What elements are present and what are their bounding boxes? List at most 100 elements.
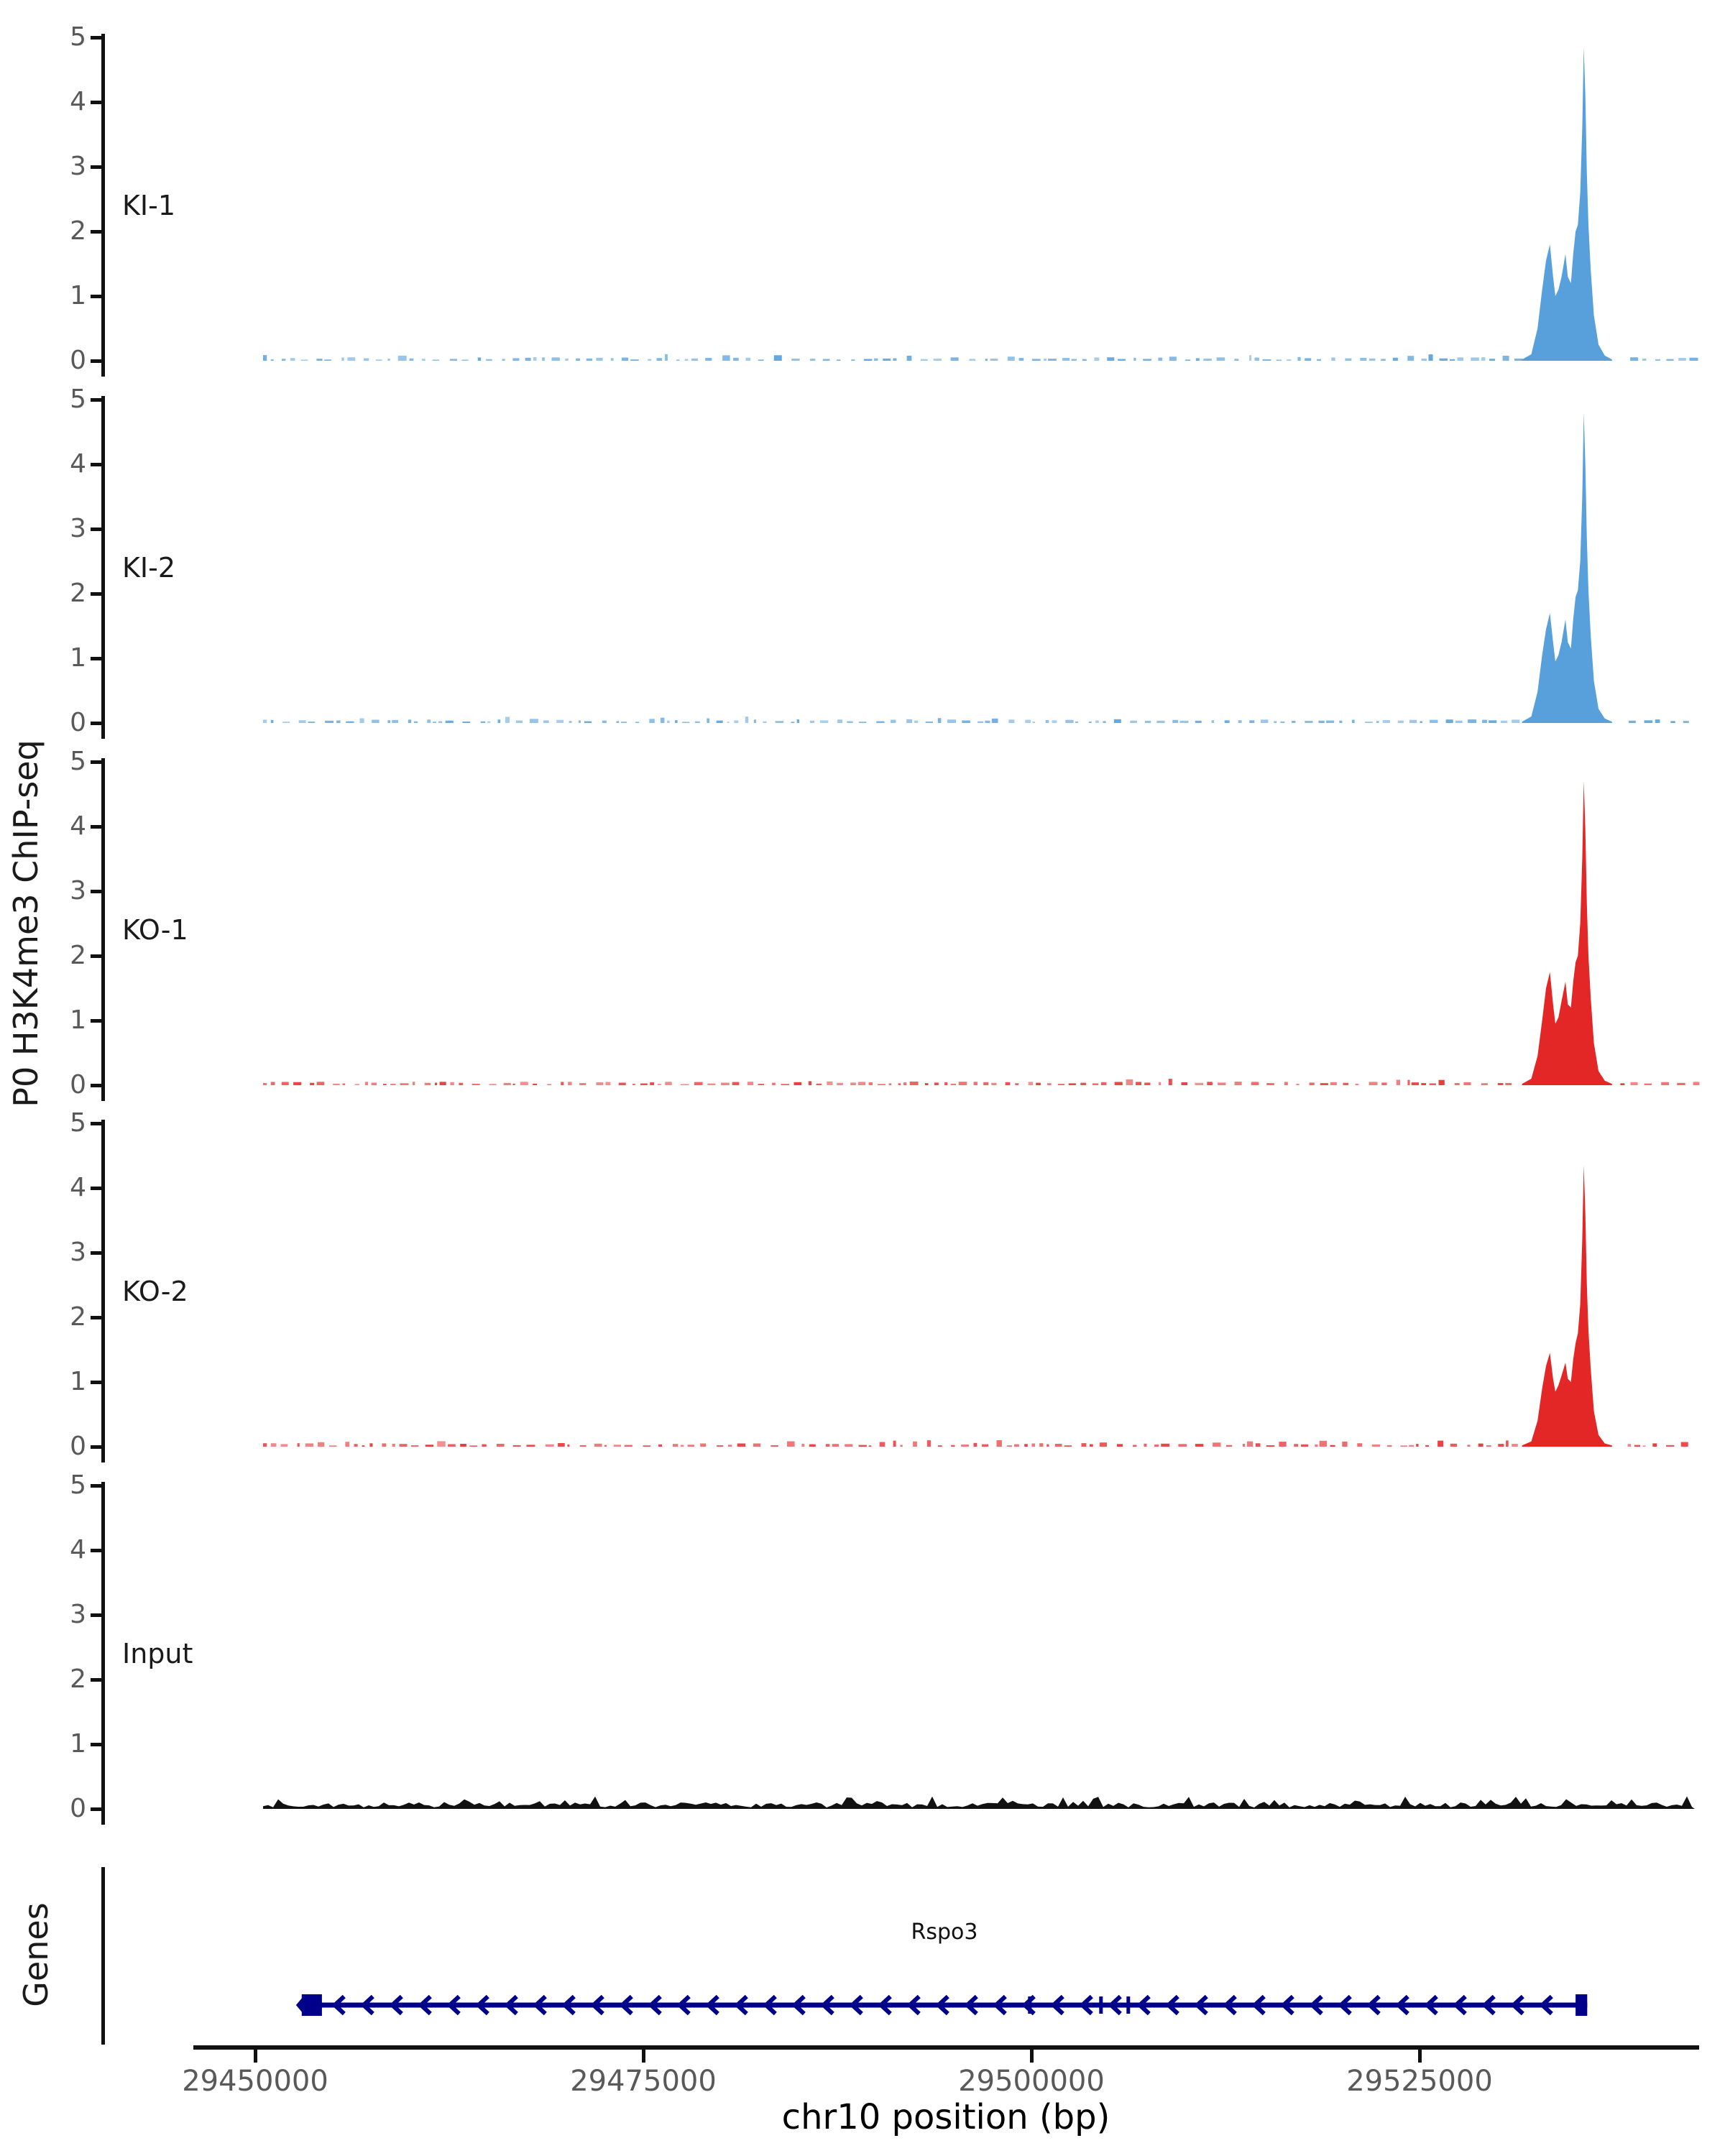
noise-dash	[827, 1081, 833, 1085]
noise-dash	[300, 359, 308, 361]
noise-dash	[525, 357, 531, 361]
gene-strand-arrow-icon	[1251, 1994, 1266, 2016]
noise-dash	[371, 1082, 377, 1085]
noise-dash	[569, 721, 572, 723]
y-tick-label-ko-1: 2	[70, 941, 86, 970]
y-tick-ko-1	[91, 954, 101, 958]
noise-dash	[950, 357, 959, 361]
noise-dash	[1178, 1444, 1187, 1447]
noise-dash	[1161, 1443, 1170, 1447]
noise-dash	[397, 355, 407, 361]
noise-dash	[1213, 1442, 1221, 1447]
noise-dash	[1471, 357, 1479, 361]
noise-dash	[1360, 357, 1367, 361]
noise-dash	[934, 1082, 939, 1085]
noise-dash	[773, 355, 782, 361]
noise-dash	[1689, 357, 1698, 361]
noise-dash	[937, 1445, 942, 1447]
noise-dash	[665, 1082, 672, 1085]
noise-dash	[1203, 359, 1212, 361]
y-tick-input	[91, 1484, 101, 1488]
noise-dash	[1357, 1443, 1363, 1447]
noise-dash	[1368, 1082, 1378, 1085]
noise-dash	[533, 357, 537, 361]
noise-dash	[819, 720, 829, 723]
noise-dash	[1345, 358, 1352, 361]
y-tick-label-ko-1: 1	[70, 1005, 86, 1035]
noise-dash	[1008, 719, 1015, 723]
noise-dash	[745, 717, 749, 723]
y-tick-label-input: 5	[70, 1470, 86, 1500]
noise-dash	[694, 721, 700, 723]
gene-strand-arrow-icon	[504, 1994, 518, 2016]
track-label-ki-2: KI-2	[122, 552, 176, 584]
noise-dash	[754, 719, 756, 723]
noise-dash	[632, 1084, 635, 1085]
noise-dash	[1317, 359, 1321, 361]
noise-dash	[920, 359, 928, 361]
noise-dash	[1455, 720, 1463, 723]
gene-strand-arrow-icon	[1280, 1994, 1294, 2016]
noise-dash	[722, 355, 730, 361]
noise-dash	[900, 1445, 903, 1447]
track-label-ki-1: KI-1	[122, 190, 176, 221]
noise-dash	[791, 722, 795, 723]
noise-dash	[1028, 1082, 1034, 1085]
noise-dash	[650, 1082, 655, 1085]
noise-dash	[745, 357, 750, 361]
noise-dash	[1081, 1443, 1087, 1447]
noise-dash	[1445, 719, 1453, 723]
noise-dash	[496, 1444, 505, 1447]
noise-dash	[462, 722, 471, 723]
noise-dash	[293, 1082, 302, 1085]
noise-dash	[421, 359, 426, 361]
noise-dash	[1450, 1443, 1458, 1447]
noise-dash	[480, 721, 486, 723]
noise-dash	[909, 1082, 919, 1085]
y-tick-input	[91, 1613, 101, 1617]
y-tick-ko-2	[91, 1122, 101, 1125]
noise-dash	[450, 1082, 454, 1085]
noise-dash	[576, 358, 580, 361]
noise-dash	[1080, 1082, 1087, 1085]
noise-dash	[787, 1441, 795, 1447]
y-tick-label-ko-2: 2	[70, 1302, 86, 1332]
noise-dash	[682, 722, 690, 723]
noise-dash	[1678, 358, 1686, 361]
noise-dash	[1262, 359, 1271, 361]
noise-dash	[874, 358, 878, 361]
gene-strand-arrow-icon	[1309, 1994, 1323, 2016]
noise-dash	[1502, 356, 1509, 361]
noise-dash	[878, 1084, 886, 1085]
y-tick-label-ko-1: 0	[70, 1070, 86, 1100]
gene-strand-arrow-icon	[849, 1994, 863, 2016]
noise-dash	[858, 1082, 866, 1085]
noise-dash	[325, 720, 334, 723]
y-tick-label-ko-1: 4	[70, 811, 86, 841]
noise-dash	[913, 1441, 917, 1447]
noise-dash	[772, 1082, 776, 1085]
gene-name-label: Rspo3	[911, 1920, 978, 1945]
noise-dash	[775, 721, 783, 723]
y-tick-ki-1	[91, 359, 101, 363]
noise-dash	[1136, 1082, 1141, 1085]
noise-dash	[1195, 720, 1202, 723]
noise-dash	[1144, 1082, 1151, 1085]
noise-dash	[333, 1083, 340, 1085]
y-tick-ki-1	[91, 295, 101, 298]
noise-dash	[858, 1445, 867, 1447]
gene-strand-arrow-icon	[1539, 1994, 1553, 2016]
noise-dash	[847, 721, 853, 723]
y-tick-label-ki-1: 5	[70, 22, 86, 52]
noise-dash	[616, 721, 620, 723]
noise-dash	[1315, 1444, 1318, 1447]
noise-dash	[1505, 1082, 1512, 1085]
noise-dash	[732, 1082, 740, 1085]
noise-dash	[1680, 1442, 1688, 1447]
noise-dash	[1113, 719, 1121, 723]
noise-dash	[392, 719, 399, 723]
noise-dash	[1644, 1083, 1652, 1085]
noise-dash	[1642, 1445, 1646, 1447]
gene-strand-arrow-icon	[1453, 1994, 1467, 2016]
noise-dash	[737, 1443, 746, 1447]
